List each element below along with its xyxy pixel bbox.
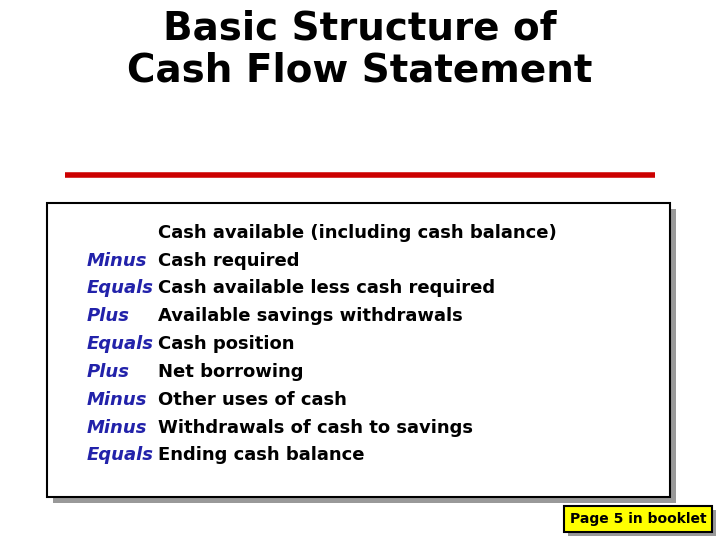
Text: Withdrawals of cash to savings: Withdrawals of cash to savings xyxy=(158,418,474,436)
Text: Net borrowing: Net borrowing xyxy=(158,363,304,381)
Text: Page 5 in booklet: Page 5 in booklet xyxy=(570,512,706,526)
Text: Minus: Minus xyxy=(86,391,147,409)
Text: Cash position: Cash position xyxy=(158,335,295,353)
Text: Minus: Minus xyxy=(86,418,147,436)
Text: Other uses of cash: Other uses of cash xyxy=(158,391,347,409)
Bar xyxy=(53,208,675,503)
Bar xyxy=(568,510,716,536)
Bar xyxy=(47,202,670,497)
Text: Minus: Minus xyxy=(86,252,147,269)
Bar xyxy=(564,506,712,532)
Text: Cash available (including cash balance): Cash available (including cash balance) xyxy=(158,224,557,242)
Text: Equals: Equals xyxy=(86,447,153,464)
Text: Equals: Equals xyxy=(86,279,153,298)
Text: Cash required: Cash required xyxy=(158,252,300,269)
Text: Plus: Plus xyxy=(86,363,130,381)
Text: Available savings withdrawals: Available savings withdrawals xyxy=(158,307,463,325)
Text: Plus: Plus xyxy=(86,307,130,325)
Text: Equals: Equals xyxy=(86,335,153,353)
Text: Cash available less cash required: Cash available less cash required xyxy=(158,279,495,298)
Text: Basic Structure of
Cash Flow Statement: Basic Structure of Cash Flow Statement xyxy=(127,10,593,89)
Text: Ending cash balance: Ending cash balance xyxy=(158,447,365,464)
